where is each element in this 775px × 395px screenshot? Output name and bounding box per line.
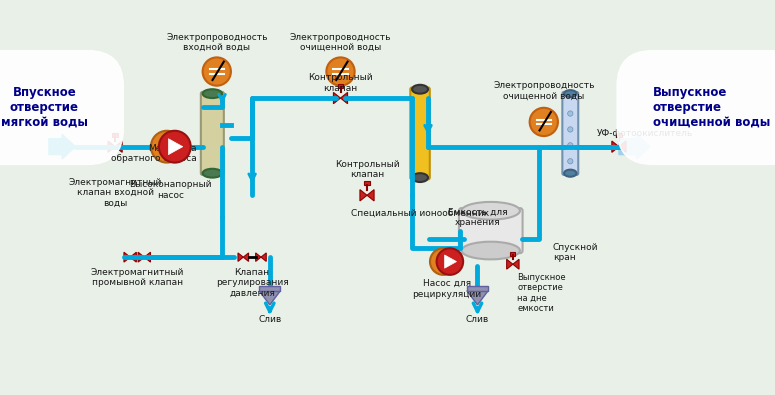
Polygon shape	[445, 255, 456, 268]
Polygon shape	[333, 92, 340, 104]
Bar	[338, 84, 343, 88]
Polygon shape	[467, 291, 488, 305]
Polygon shape	[138, 252, 144, 262]
FancyBboxPatch shape	[201, 92, 224, 175]
Text: Выпускное
отверстие
очищенной воды: Выпускное отверстие очищенной воды	[653, 86, 770, 129]
Text: Специальный ионообменник: Специальный ионообменник	[351, 209, 489, 218]
Text: Клапан
регулирования
давления: Клапан регулирования давления	[215, 268, 288, 297]
Ellipse shape	[462, 242, 520, 260]
FancyBboxPatch shape	[459, 208, 522, 253]
FancyArrow shape	[619, 134, 650, 159]
Circle shape	[202, 57, 231, 86]
Circle shape	[151, 131, 183, 163]
Polygon shape	[243, 253, 249, 261]
Ellipse shape	[412, 85, 428, 94]
Polygon shape	[256, 253, 261, 261]
Polygon shape	[238, 253, 243, 261]
Text: Мембрана
обратного осмоса: Мембрана обратного осмоса	[111, 144, 196, 164]
Text: Слив: Слив	[466, 314, 489, 324]
Ellipse shape	[564, 170, 577, 177]
Polygon shape	[340, 92, 347, 104]
Polygon shape	[513, 259, 519, 269]
Polygon shape	[619, 141, 626, 152]
Polygon shape	[115, 141, 122, 152]
FancyArrow shape	[49, 134, 75, 159]
Text: Слив: Слив	[258, 314, 281, 324]
Polygon shape	[261, 253, 267, 261]
Circle shape	[567, 127, 573, 132]
Polygon shape	[108, 141, 115, 152]
Bar	[511, 252, 515, 256]
Circle shape	[567, 159, 573, 164]
Text: Электромагнитный
промывной клапан: Электромагнитный промывной клапан	[91, 268, 184, 287]
Text: Электропроводность
очищенной воды: Электропроводность очищенной воды	[493, 81, 594, 101]
Polygon shape	[360, 190, 367, 201]
Bar	[259, 286, 281, 291]
Polygon shape	[124, 252, 130, 262]
Ellipse shape	[462, 202, 520, 220]
FancyBboxPatch shape	[410, 87, 430, 179]
Text: Контрольный
клапан: Контрольный клапан	[308, 73, 373, 93]
Text: Спускной
кран: Спускной кран	[553, 243, 598, 262]
Polygon shape	[259, 291, 281, 305]
Circle shape	[529, 108, 558, 136]
Ellipse shape	[564, 90, 577, 97]
Circle shape	[436, 248, 463, 275]
Polygon shape	[611, 141, 619, 152]
Ellipse shape	[202, 89, 222, 98]
Circle shape	[159, 131, 191, 163]
Text: Электропроводность
входной воды: Электропроводность входной воды	[166, 33, 267, 52]
Bar	[616, 133, 622, 137]
Bar	[364, 181, 370, 185]
Polygon shape	[130, 252, 136, 262]
Circle shape	[326, 57, 355, 86]
Ellipse shape	[412, 173, 428, 182]
Text: Высоконапорный
насос: Высоконапорный насос	[129, 180, 212, 199]
Bar	[112, 133, 118, 137]
Text: Выпускное
отверстие
на дне
емкости: Выпускное отверстие на дне емкости	[517, 273, 566, 313]
Bar	[467, 286, 488, 291]
Polygon shape	[507, 259, 513, 269]
Text: Контрольный
клапан: Контрольный клапан	[335, 160, 399, 179]
Circle shape	[567, 111, 573, 116]
Ellipse shape	[202, 169, 222, 178]
FancyBboxPatch shape	[563, 92, 578, 175]
Polygon shape	[168, 139, 183, 154]
Text: Емкость для
хранения: Емкость для хранения	[448, 208, 508, 227]
Text: УФ-фотоокислитель: УФ-фотоокислитель	[597, 129, 693, 138]
Text: Электромагнитный
клапан входной
воды: Электромагнитный клапан входной воды	[68, 178, 162, 207]
Text: Впускное
отверстие
мягкой воды: Впускное отверстие мягкой воды	[1, 86, 88, 129]
Circle shape	[567, 143, 573, 148]
Text: Электропроводность
очищенной воды: Электропроводность очищенной воды	[290, 33, 391, 52]
Text: Насос для
рециркуляции: Насос для рециркуляции	[412, 279, 481, 299]
Polygon shape	[144, 252, 150, 262]
Circle shape	[430, 248, 456, 275]
Polygon shape	[367, 190, 374, 201]
